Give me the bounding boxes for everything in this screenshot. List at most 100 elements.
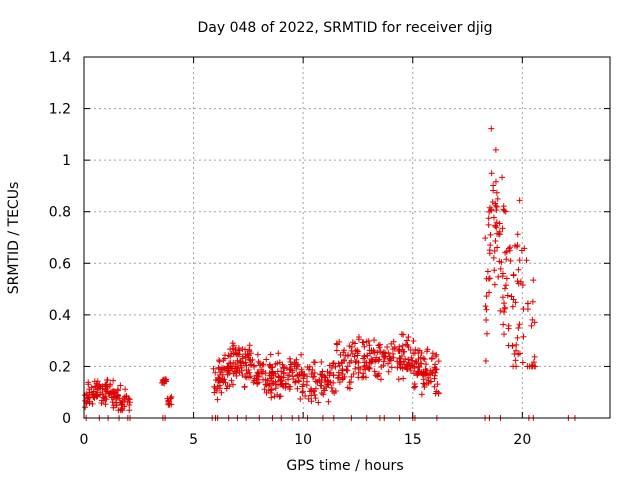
data-point xyxy=(301,371,308,378)
data-point xyxy=(292,359,299,366)
data-point xyxy=(308,392,315,399)
data-point xyxy=(493,219,500,226)
data-point xyxy=(499,273,506,280)
data-point xyxy=(483,293,490,300)
data-point xyxy=(409,357,416,364)
data-point xyxy=(215,375,222,382)
data-point xyxy=(348,373,355,380)
data-point xyxy=(256,360,263,367)
data-point xyxy=(160,379,167,386)
data-point xyxy=(519,281,526,288)
data-point xyxy=(512,347,519,354)
data-point xyxy=(285,376,292,383)
data-point xyxy=(336,362,343,369)
data-point xyxy=(83,399,90,406)
data-point xyxy=(232,346,239,353)
data-point xyxy=(212,369,219,376)
y-tick-label: 0 xyxy=(62,411,71,427)
data-point xyxy=(220,357,227,364)
data-point xyxy=(528,322,535,329)
data-point xyxy=(501,300,508,307)
data-point xyxy=(355,369,362,376)
data-point xyxy=(99,383,106,390)
data-point xyxy=(97,391,104,398)
data-point xyxy=(499,294,506,301)
data-point xyxy=(491,247,498,254)
data-point xyxy=(239,353,246,360)
data-point xyxy=(496,220,503,227)
data-point xyxy=(306,366,313,373)
data-point xyxy=(496,231,503,238)
data-point xyxy=(102,401,109,408)
data-point xyxy=(513,363,520,370)
data-point xyxy=(514,243,521,250)
data-point xyxy=(487,231,494,238)
data-point xyxy=(308,398,315,405)
data-point xyxy=(293,356,300,363)
data-point xyxy=(380,358,387,365)
data-point xyxy=(519,359,526,366)
data-point xyxy=(484,268,491,275)
data-point xyxy=(514,278,521,285)
data-point xyxy=(364,364,371,371)
data-point xyxy=(225,363,232,370)
data-point xyxy=(375,357,382,364)
data-point xyxy=(234,357,241,364)
data-point xyxy=(391,344,398,351)
data-point xyxy=(398,331,405,338)
data-point xyxy=(431,383,438,390)
data-point xyxy=(245,354,252,361)
data-point xyxy=(263,381,270,388)
data-point xyxy=(115,407,122,414)
data-point xyxy=(366,364,373,371)
data-point xyxy=(335,374,342,381)
data-point xyxy=(324,378,331,385)
data-point xyxy=(266,361,273,368)
data-point xyxy=(499,225,506,232)
data-point xyxy=(488,125,495,132)
data-point xyxy=(318,359,325,366)
data-point xyxy=(251,375,258,382)
data-point xyxy=(122,393,129,400)
data-point xyxy=(265,382,272,389)
data-point xyxy=(501,285,508,292)
data-point xyxy=(415,369,422,376)
data-point xyxy=(530,277,537,284)
data-point xyxy=(373,354,380,361)
y-tick-label: 1.2 xyxy=(49,102,71,118)
data-point xyxy=(116,395,123,402)
data-point xyxy=(388,364,395,371)
data-point xyxy=(326,370,333,377)
data-point xyxy=(341,357,348,364)
data-point xyxy=(492,202,499,209)
data-point xyxy=(494,195,501,202)
data-point xyxy=(490,187,497,194)
data-point xyxy=(524,363,531,370)
data-point xyxy=(423,361,430,368)
data-point xyxy=(315,399,322,406)
data-point xyxy=(433,366,440,373)
data-point xyxy=(348,343,355,350)
data-point xyxy=(500,321,507,328)
data-point xyxy=(93,380,100,387)
y-tick-label: 0.4 xyxy=(49,308,71,324)
data-point xyxy=(395,376,402,383)
data-point xyxy=(425,377,432,384)
data-point xyxy=(337,351,344,358)
data-point xyxy=(429,354,436,361)
data-point xyxy=(126,399,133,406)
data-point xyxy=(486,289,493,296)
data-point xyxy=(292,379,299,386)
data-point xyxy=(334,375,341,382)
data-point xyxy=(516,321,523,328)
grid-lines xyxy=(84,57,610,418)
data-point xyxy=(308,371,315,378)
data-point xyxy=(299,383,306,390)
data-point xyxy=(269,368,276,375)
data-point xyxy=(289,367,296,374)
data-point xyxy=(211,389,218,396)
data-point xyxy=(385,360,392,367)
data-point xyxy=(289,373,296,380)
data-point xyxy=(286,383,293,390)
data-point xyxy=(361,343,368,350)
